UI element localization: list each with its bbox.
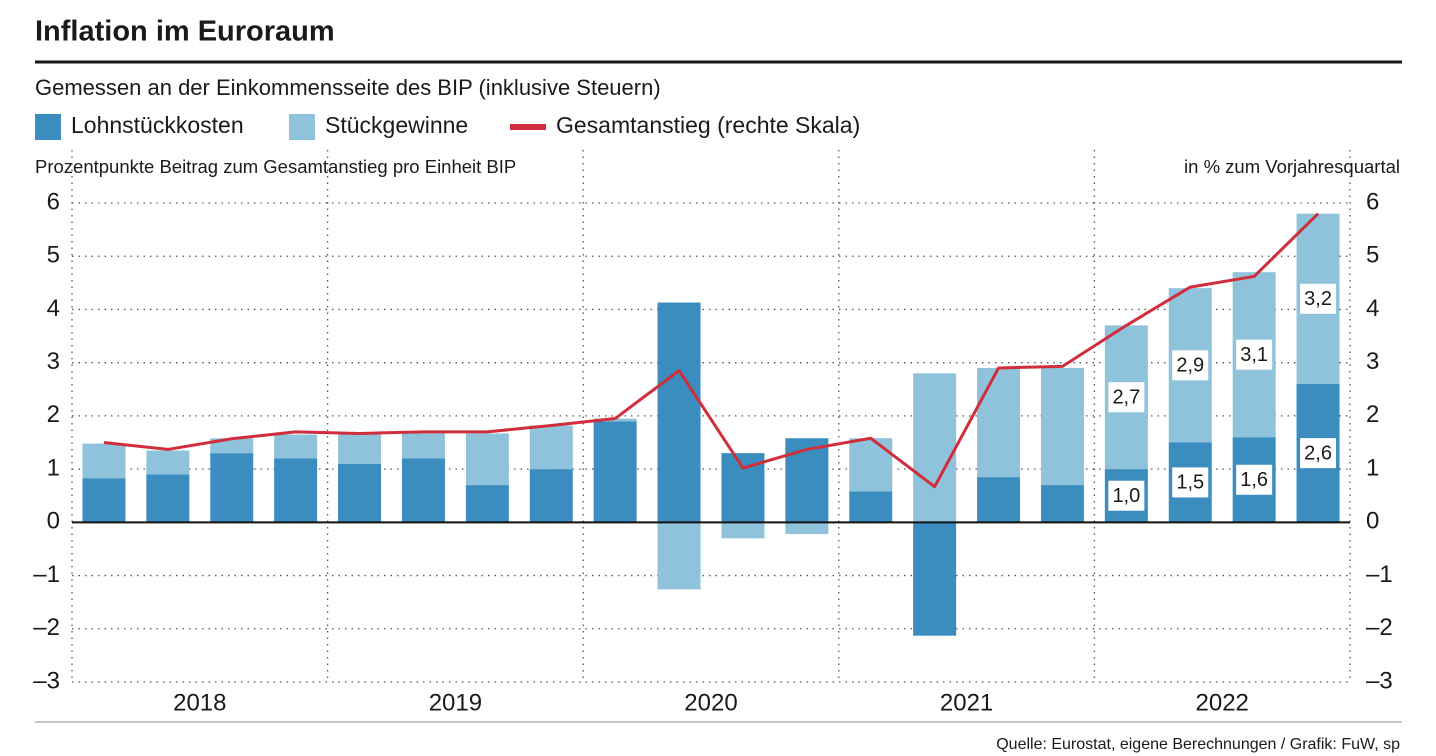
bar-segment (785, 522, 829, 535)
value-label: 2,9 (1176, 355, 1204, 377)
y-tick-label: 3 (47, 348, 60, 375)
bar-segment (721, 522, 765, 539)
y-axis-title: Prozentpunkte Beitrag zum Gesamtanstieg … (35, 156, 516, 177)
y2-tick-label: 4 (1366, 295, 1379, 322)
bar-segment (82, 443, 126, 479)
bar-segment (657, 302, 701, 523)
bar-segment (274, 434, 318, 459)
bar-segment (338, 434, 382, 464)
y-tick-label: 4 (47, 295, 60, 322)
y-tick-label: 2 (47, 401, 60, 428)
legend-swatch (289, 114, 315, 140)
value-label-box (1172, 467, 1209, 498)
value-label-box (1300, 283, 1337, 314)
bar-segment (913, 522, 957, 636)
value-label: 2,7 (1112, 387, 1140, 409)
value-label-box (1300, 438, 1337, 469)
subtitle: Gemessen an der Einkommensseite des BIP … (35, 75, 661, 100)
y2-tick-label: 5 (1366, 242, 1379, 269)
y2-tick-label: –1 (1366, 561, 1393, 588)
legend-label: Lohnstückkosten (71, 112, 244, 138)
y2-tick-label: 0 (1366, 508, 1379, 535)
bar-segment (1040, 367, 1084, 486)
value-label-box (1236, 339, 1273, 370)
bar-segment (977, 367, 1021, 478)
bar-segment (465, 485, 509, 523)
y-tick-label: 5 (47, 242, 60, 269)
bar-segment (146, 450, 190, 475)
line-series (103, 212, 1320, 489)
x-group-label: 2018 (173, 689, 226, 716)
y2-axis-title: in % zum Vorjahresquartal (1184, 156, 1400, 177)
value-label: 2,6 (1304, 442, 1332, 464)
bar-segment (529, 469, 573, 523)
legend-label: Gesamtanstieg (rechte Skala) (556, 112, 860, 138)
y-tick-label: 0 (47, 508, 60, 535)
x-group-label: 2022 (1196, 689, 1249, 716)
x-group-label: 2021 (940, 689, 993, 716)
y2-tick-label: 1 (1366, 454, 1379, 481)
bar-segment (977, 477, 1021, 523)
y2-tick-label: –3 (1366, 667, 1393, 694)
y-tick-label: 6 (47, 188, 60, 215)
bar-segment (465, 433, 509, 486)
bar-segment (1040, 485, 1084, 523)
bar-segment (338, 463, 382, 523)
bar-segment (657, 522, 701, 590)
legend-label: Stückgewinne (325, 112, 468, 138)
bar-segment (913, 373, 957, 523)
legend-swatch (510, 124, 546, 130)
bar-segment (82, 478, 126, 523)
source: Quelle: Eurostat, eigene Berechnungen / … (996, 736, 1400, 753)
bar-segment (849, 491, 893, 523)
legend-swatch (35, 114, 61, 140)
value-label: 1,0 (1112, 485, 1140, 507)
y-tick-label: –1 (33, 561, 60, 588)
y-tick-label: –3 (33, 667, 60, 694)
x-group-label: 2020 (684, 689, 737, 716)
y-tick-label: –2 (33, 614, 60, 641)
value-label-box (1236, 464, 1273, 495)
x-group-label: 2019 (429, 689, 482, 716)
value-label: 1,5 (1176, 472, 1204, 494)
bar-segment (274, 458, 318, 523)
bar-segment (529, 425, 573, 470)
value-label: 3,1 (1240, 344, 1268, 366)
y-tick-label: 1 (47, 454, 60, 481)
bar-segment (593, 421, 637, 523)
y2-tick-label: –2 (1366, 614, 1393, 641)
y2-tick-label: 2 (1366, 401, 1379, 428)
bar-segment (401, 433, 445, 459)
y2-tick-label: 3 (1366, 348, 1379, 375)
bar-segment (849, 438, 893, 492)
value-label: 3,2 (1304, 288, 1332, 310)
chart-title: Inflation im Euroraum (35, 16, 335, 48)
y2-tick-label: 6 (1366, 188, 1379, 215)
bar-segment (146, 474, 190, 523)
value-label: 1,6 (1240, 469, 1268, 491)
value-label-box (1108, 382, 1145, 413)
bar-segment (210, 453, 254, 523)
bar-segment (401, 458, 445, 523)
value-label-box (1108, 480, 1145, 511)
value-label-box (1172, 350, 1209, 381)
